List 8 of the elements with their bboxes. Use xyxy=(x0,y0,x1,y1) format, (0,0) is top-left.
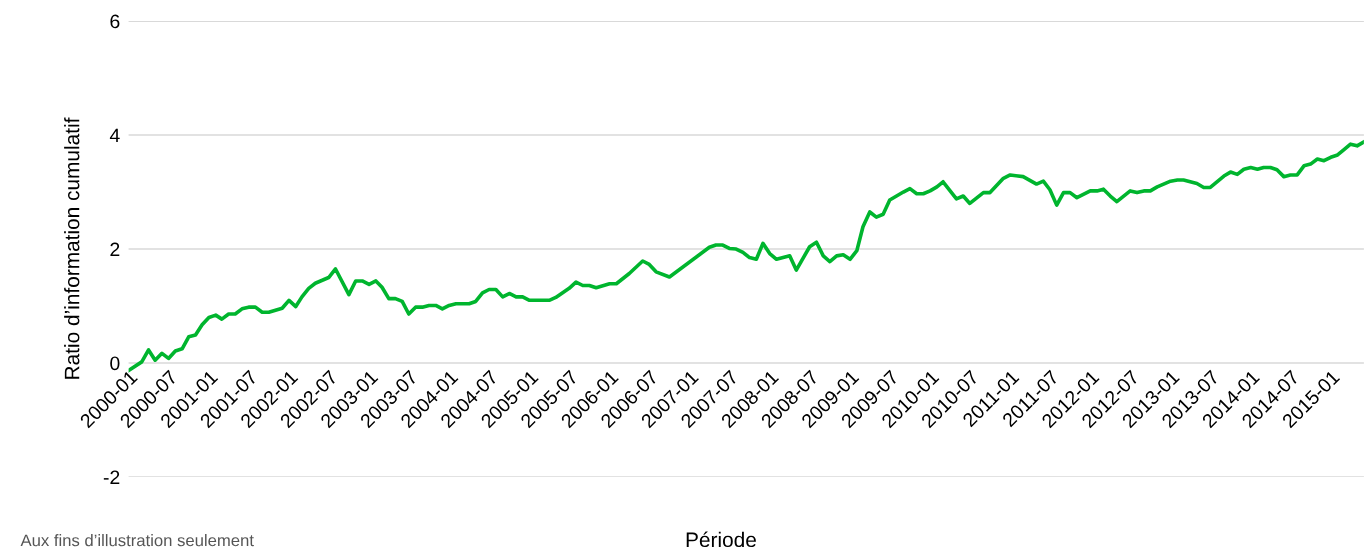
y-tick-label: -2 xyxy=(103,470,120,485)
x-axis-title: Période xyxy=(686,531,756,548)
text: Aux fins d’illustration seulement xyxy=(20,534,254,547)
y-tick-label: 0 xyxy=(110,356,120,371)
y-tick-label: 2 xyxy=(110,242,120,257)
y-tick-label: 6 xyxy=(110,14,120,29)
y-axis-title: Ratio d’information cumulatif xyxy=(64,117,80,379)
y-tick-label: 4 xyxy=(109,128,120,143)
